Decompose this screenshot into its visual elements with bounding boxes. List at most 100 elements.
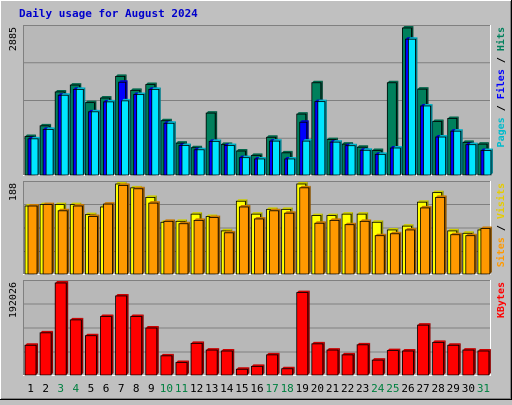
x-tick-label: 21 [326, 382, 339, 395]
bar-top [462, 140, 474, 143]
x-tick-label: 10 [160, 382, 173, 395]
series-sites [27, 183, 492, 275]
bar-side [203, 218, 206, 274]
bar-sites-16 [254, 216, 266, 275]
bar-face [100, 316, 112, 376]
bar-side [459, 232, 462, 274]
bar-face [314, 222, 325, 275]
x-tick-label: 15 [235, 382, 248, 395]
bar-top [191, 145, 203, 148]
bar-top [28, 204, 39, 207]
bar-top [345, 222, 357, 225]
bar-face [299, 187, 310, 275]
bar-top [212, 139, 222, 142]
bar-face [211, 140, 220, 176]
legend-files: Files [495, 69, 507, 99]
x-tick-label: 29 [447, 382, 460, 395]
bar-side [308, 185, 311, 274]
bar-side [322, 341, 325, 375]
bar-top [133, 186, 145, 189]
bar-top [254, 216, 266, 219]
bar-face [480, 228, 491, 275]
bar-side [262, 364, 265, 375]
bar-sites-5 [87, 214, 100, 275]
bar-top [462, 348, 476, 351]
bar-top [329, 218, 341, 221]
x-tick-label: 26 [401, 382, 414, 395]
bar-sites-15 [238, 204, 251, 275]
bar-top [281, 207, 293, 210]
x-tick-label: 14 [220, 382, 234, 395]
bar-side [171, 353, 174, 375]
bar-pages-18 [287, 156, 297, 176]
bar-top [299, 120, 309, 123]
bar-kbytes-11 [175, 360, 189, 376]
bar-side [97, 214, 100, 274]
bar-top [432, 190, 444, 193]
bar-face [374, 235, 385, 275]
bar-face [84, 335, 97, 376]
bar-sites-12 [193, 218, 206, 275]
bar-side [188, 143, 191, 175]
bar-top [118, 183, 130, 186]
x-tick-label: 24 [371, 382, 385, 395]
bar-side [398, 348, 401, 375]
bars-kbytes [24, 281, 491, 376]
bar-side [384, 233, 387, 274]
bar-side [277, 352, 280, 375]
bar-top [447, 343, 461, 346]
bar-side [263, 216, 266, 274]
bar-top [357, 145, 369, 148]
bar-side [218, 215, 221, 274]
bar-sites-17 [269, 208, 281, 275]
bar-kbytes-12 [190, 341, 205, 376]
bar-side [156, 326, 159, 375]
bar-top [435, 195, 447, 198]
bar-top [281, 150, 293, 153]
bar-pages-27 [423, 103, 433, 176]
bar-side [172, 219, 175, 274]
bar-kbytes-26 [402, 349, 416, 376]
bar-side [113, 99, 116, 175]
bar-side [458, 343, 461, 375]
bar-top [46, 127, 56, 130]
bar-sites-26 [405, 227, 417, 275]
bar-side [415, 37, 418, 176]
bar-top [115, 293, 129, 296]
bar-top [450, 232, 462, 235]
bar-face [133, 188, 144, 275]
bar-side [338, 218, 341, 274]
bar-top [342, 142, 354, 145]
bar-top [61, 93, 71, 96]
bar-face [145, 327, 158, 376]
bar-top [136, 92, 146, 95]
bar-face [90, 111, 99, 176]
x-axis: 1 2 3 4 5 6 7 8 9 10 11 12 13 14 15 16 17 18 19 20 21 22 23 24 2… [27, 382, 490, 395]
bar-side [83, 87, 86, 175]
bar-kbytes-28 [432, 340, 446, 376]
bar-top [181, 143, 191, 146]
legend-kbytes: KBytes [496, 282, 507, 318]
bar-pages-1 [30, 136, 40, 176]
bar-sites-10 [163, 219, 175, 275]
bar-top [130, 314, 144, 317]
bar-sites-23 [359, 219, 372, 275]
bar-top [257, 156, 267, 159]
bar-side [127, 183, 130, 274]
panel-kbytes: 192026 KBytes [8, 280, 507, 376]
x-tick-label: 30 [462, 382, 475, 395]
bar-top [342, 352, 356, 355]
bar-face [60, 94, 69, 176]
bar-top [191, 341, 205, 344]
bar-side [112, 202, 115, 274]
bar-top [453, 129, 463, 132]
bar-side [157, 201, 160, 274]
panel-hits-files-pages: 2885 Pages / Files / Hits [8, 25, 507, 176]
x-tick-label: 28 [432, 382, 445, 395]
legend-pages: Pages [496, 117, 507, 147]
bar-sites-2 [42, 202, 55, 275]
bar-face [468, 144, 477, 176]
bar-top [375, 233, 387, 236]
legend-visits: Visits [495, 183, 507, 219]
bar-sites-4 [72, 204, 85, 275]
